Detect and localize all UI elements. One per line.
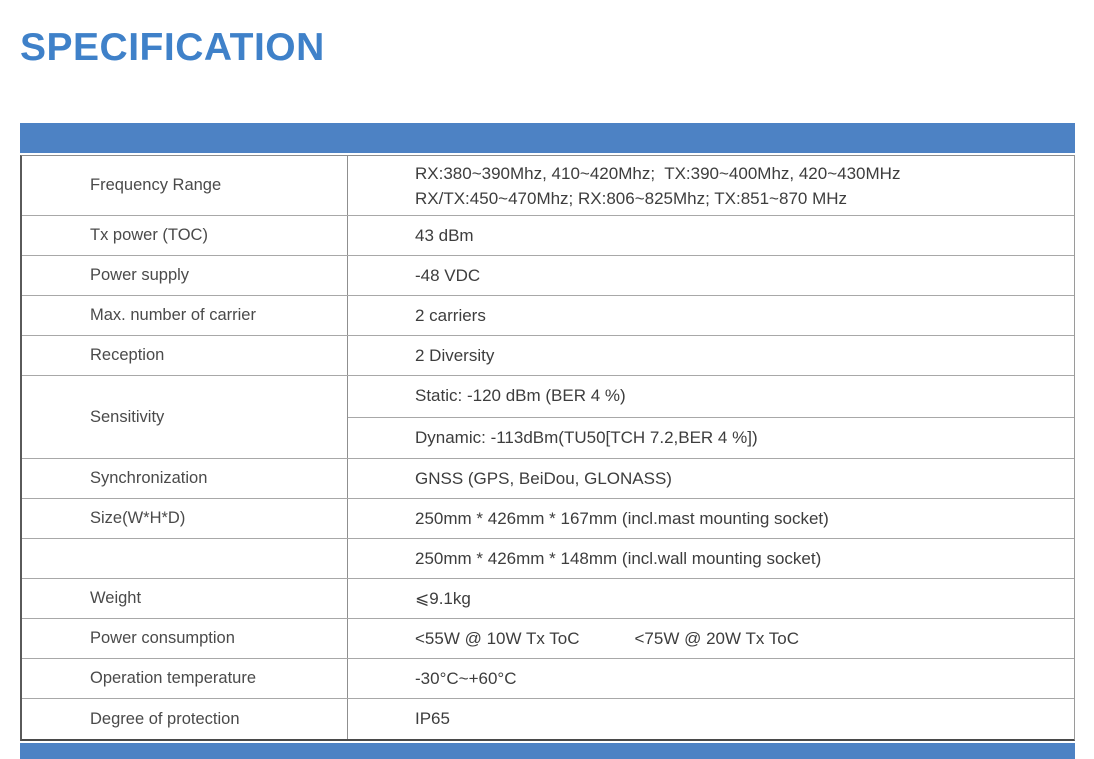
table-row-frequency-range: Frequency Range RX:380~390Mhz, 410~420Mh… [22,156,1074,216]
table-footer-bar [20,743,1075,759]
row-label: Reception [22,336,348,375]
sensitivity-dynamic-value: Dynamic: -113dBm(TU50[TCH 7.2,BER 4 %]) [415,427,758,447]
row-label: Weight [22,579,348,618]
table-row-size-wall: 250mm * 426mm * 148mm (incl.wall mountin… [22,539,1074,579]
frequency-line-2: RX/TX:450~470Mhz; RX:806~825Mhz; TX:851~… [415,188,848,208]
sensitivity-static-value: Static: -120 dBm (BER 4 %) [348,376,1074,418]
row-value: 2 carriers [415,305,486,325]
specification-table: Frequency Range RX:380~390Mhz, 410~420Mh… [20,123,1075,759]
sensitivity-values: Static: -120 dBm (BER 4 %) Dynamic: -113… [348,376,1074,458]
row-label: Degree of protection [22,699,348,739]
page-title: SPECIFICATION [20,26,325,69]
row-label: Operation temperature [22,659,348,698]
row-value: 250mm * 426mm * 167mm (incl.mast mountin… [415,508,829,528]
table-row-size-mast: Size(W*H*D) 250mm * 426mm * 167mm (incl.… [22,499,1074,539]
table-row-max-carrier: Max. number of carrier 2 carriers [22,296,1074,336]
table-row-power-supply: Power supply -48 VDC [22,256,1074,296]
table-row-tx-power: Tx power (TOC) 43 dBm [22,216,1074,256]
row-label: Frequency Range [22,156,348,215]
row-label: Max. number of carrier [22,296,348,335]
power-consumption-20w: <75W @ 20W Tx ToC [634,628,800,648]
row-value: RX:380~390Mhz, 410~420Mhz; TX:390~400Mhz… [348,156,1074,215]
row-label: Sensitivity [22,376,348,458]
row-value: 2 Diversity [415,345,495,365]
table-row-operation-temperature: Operation temperature -30°C~+60°C [22,659,1074,699]
row-label: Power consumption [22,619,348,658]
table-body: Frequency Range RX:380~390Mhz, 410~420Mh… [20,155,1075,741]
row-value: 43 dBm [415,225,474,245]
table-row-sensitivity: Sensitivity Static: -120 dBm (BER 4 %) D… [22,376,1074,459]
frequency-line-1: RX:380~390Mhz, 410~420Mhz; TX:390~400Mhz… [415,163,901,183]
table-row-synchronization: Synchronization GNSS (GPS, BeiDou, GLONA… [22,459,1074,499]
table-row-power-consumption: Power consumption <55W @ 10W Tx ToC <75W… [22,619,1074,659]
row-label [22,539,348,578]
power-consumption-values: <55W @ 10W Tx ToC <75W @ 20W Tx ToC [415,629,799,649]
row-value: -48 VDC [415,265,481,285]
table-row-weight: Weight ⩽9.1kg [22,579,1074,619]
row-label: Power supply [22,256,348,295]
row-value: 250mm * 426mm * 148mm (incl.wall mountin… [415,548,822,568]
row-label: Synchronization [22,459,348,498]
power-consumption-10w: <55W @ 10W Tx ToC [415,628,580,648]
table-row-reception: Reception 2 Diversity [22,336,1074,376]
table-row-degree-of-protection: Degree of protection IP65 [22,699,1074,739]
row-value: ⩽9.1kg [415,588,471,608]
row-value: -30°C~+60°C [415,668,517,688]
row-value: <55W @ 10W Tx ToC <75W @ 20W Tx ToC [348,619,1074,658]
row-value: GNSS (GPS, BeiDou, GLONASS) [415,468,672,488]
table-header-bar [20,123,1075,153]
row-label: Tx power (TOC) [22,216,348,255]
row-label: Size(W*H*D) [22,499,348,538]
row-value: IP65 [415,709,450,728]
